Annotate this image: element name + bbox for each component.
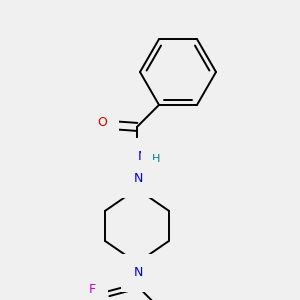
Text: N: N xyxy=(133,172,143,185)
Text: N: N xyxy=(133,266,143,279)
Text: N: N xyxy=(137,150,147,164)
Text: H: H xyxy=(152,154,160,164)
Text: F: F xyxy=(89,283,96,296)
Text: O: O xyxy=(97,116,107,129)
